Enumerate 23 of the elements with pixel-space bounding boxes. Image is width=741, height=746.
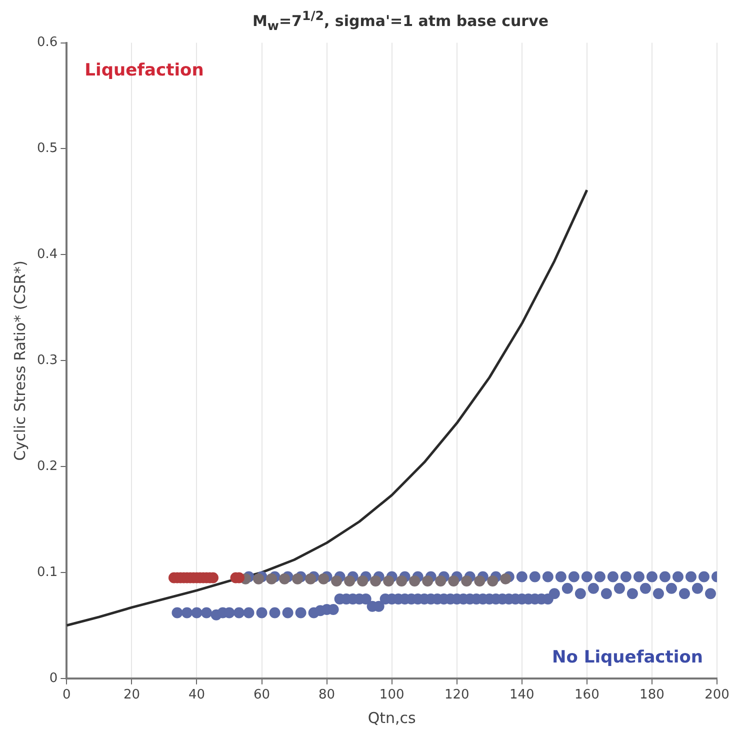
y-tick-label: 0.6 [36, 35, 58, 50]
x-tick-label: 0 [62, 688, 71, 703]
x-tick-label: 120 [444, 688, 470, 703]
annotation: No Liquefaction [552, 647, 703, 668]
x-tick-label: 20 [123, 688, 140, 703]
annotation: Liquefaction [84, 60, 204, 81]
x-tick-label: 140 [509, 688, 534, 703]
y-tick-label: 0.3 [36, 352, 58, 368]
x-tick-label: 180 [640, 688, 664, 703]
y-tick-label: 0 [49, 670, 58, 686]
x-axis-title: Qtn,cs [368, 708, 416, 727]
y-tick-label: 0.2 [36, 458, 58, 474]
x-tick-label: 100 [379, 688, 404, 703]
x-tick-label: 160 [574, 688, 600, 703]
chart-title: M$_{w}$=7$^{1/2}$, sigma'=1 atm base curve [251, 8, 550, 33]
y-tick-label: 0.5 [36, 141, 58, 156]
x-tick-label: 60 [254, 688, 270, 703]
y-axis-title: Cyclic Stress Ratio* (CSR*) [10, 260, 29, 461]
y-tick-label: 0.4 [36, 247, 58, 262]
y-tick-label: 0.1 [36, 564, 58, 580]
x-tick-label: 80 [318, 688, 336, 703]
x-tick-label: 200 [704, 688, 730, 703]
x-tick-label: 40 [188, 688, 206, 703]
